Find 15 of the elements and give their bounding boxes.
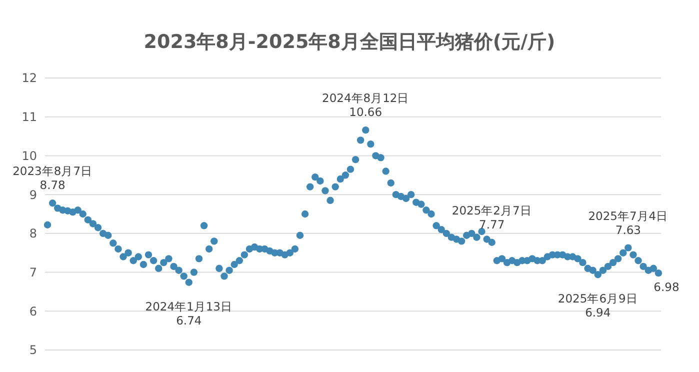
annotation: 2024年1月13日 6.74 xyxy=(145,299,233,328)
annotation: 2024年8月12日 10.66 xyxy=(322,91,410,120)
annotation: 2025年2月7日 7.77 xyxy=(452,203,532,232)
y-tick-label: 5 xyxy=(29,343,37,358)
y-tick-label: 12 xyxy=(22,71,37,86)
y-tick-label: 7 xyxy=(29,265,37,280)
annotation: 2025年6月9日 6.94 xyxy=(558,292,638,320)
annotation: 2025年7月4日 7.63 xyxy=(588,208,668,237)
annotation: 6.98 xyxy=(654,280,680,294)
y-tick-label: 8 xyxy=(29,226,37,241)
y-tick-label: 10 xyxy=(22,148,37,163)
y-tick-label: 9 xyxy=(29,188,37,202)
y-tick-label: 6 xyxy=(29,304,37,318)
y-tick-label: 11 xyxy=(22,110,37,124)
chart-title: 2023年8月-2025年8月全国日平均猪价(元/斤) xyxy=(144,31,556,53)
